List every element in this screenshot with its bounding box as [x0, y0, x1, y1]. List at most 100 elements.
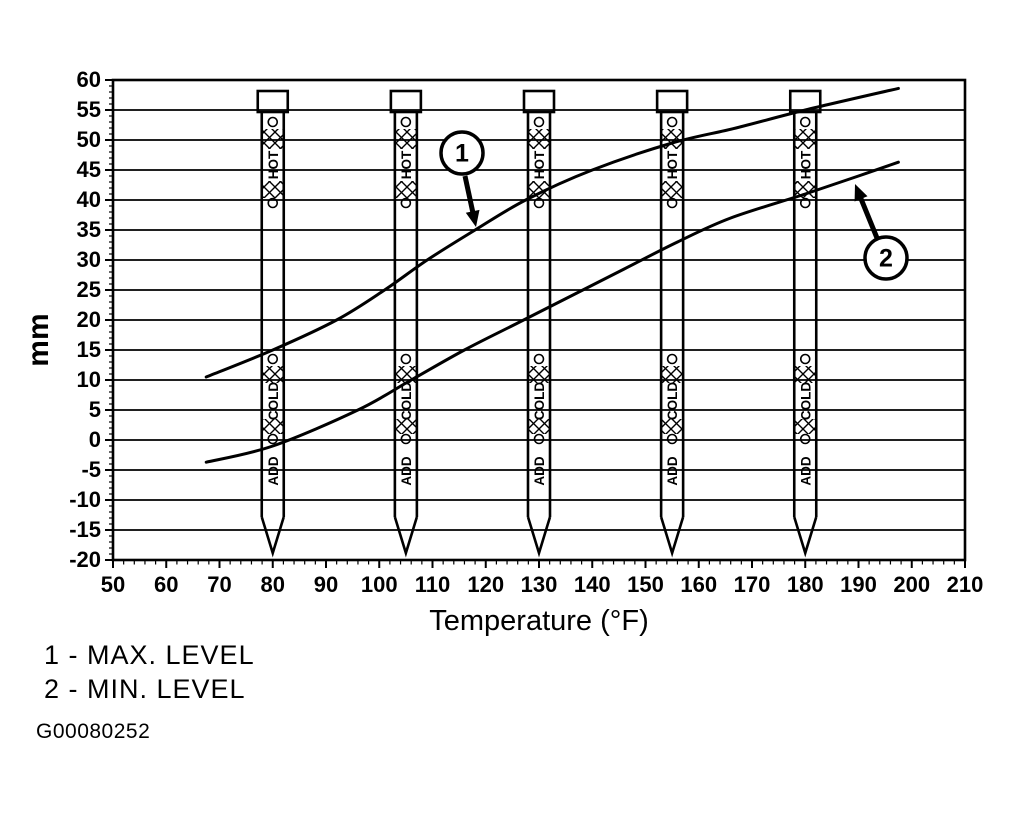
- x-tick-label: 100: [361, 572, 398, 597]
- add-label: ADD: [266, 456, 281, 485]
- y-tick-label: 45: [77, 157, 101, 182]
- y-tick-label: -15: [69, 517, 101, 542]
- x-tick-label: 110: [415, 572, 451, 597]
- crosshatch-band: [528, 366, 550, 383]
- dipstick-hole: [533, 353, 545, 365]
- callout-arrow-shaft: [462, 175, 476, 215]
- dipstick-cap: [655, 89, 689, 114]
- hot-label: HOT: [665, 150, 680, 179]
- dipstick-hole: [533, 116, 545, 128]
- x-tick-label: 50: [101, 572, 125, 597]
- dipstick-cap: [389, 89, 423, 114]
- figure-code: G00080252: [36, 720, 151, 743]
- callout-arrow-shaft: [857, 195, 880, 239]
- dipstick-hole: [400, 197, 412, 209]
- crosshatch-band: [528, 419, 550, 434]
- dipstick-hole: [666, 353, 678, 365]
- crosshatch-band: [661, 419, 684, 434]
- callout-circle: [439, 130, 485, 176]
- y-tick-label: 15: [77, 337, 101, 362]
- legend-min-level: 2 - MIN. LEVEL: [44, 674, 246, 704]
- dipstick-tip: [393, 516, 419, 558]
- callout-2: 2: [854, 184, 909, 281]
- crosshatch-band: [261, 129, 284, 149]
- callout-arrow-head: [854, 184, 868, 202]
- crosshatch-band: [394, 419, 417, 434]
- min-level-curve: [204, 160, 900, 464]
- crosshatch-band: [794, 366, 817, 383]
- crosshatch-band: [661, 181, 684, 198]
- dipstick-hole: [400, 353, 412, 365]
- dipstick: HOT COLD ADD: [389, 89, 423, 558]
- crosshatch-band: [528, 181, 550, 198]
- y-axis-title: mm: [22, 313, 55, 366]
- chart-plot-area: HOT COLD ADD HOT COLD ADD HOT COLD ADD HOT COLD ADD…: [69, 67, 983, 597]
- crosshatch-band: [394, 366, 417, 383]
- crosshatch-band: [661, 366, 684, 383]
- dipstick-hole: [533, 197, 545, 209]
- dipstick-hole: [666, 433, 678, 445]
- cold-label: COLD: [266, 382, 281, 420]
- x-tick-label: 60: [154, 572, 178, 597]
- dipstick-tip: [260, 516, 285, 558]
- callout-arrow-head: [465, 209, 480, 227]
- dipstick: HOT COLD ADD: [522, 89, 556, 558]
- dipstick-hole: [267, 353, 279, 365]
- x-tick-label: 190: [840, 572, 877, 597]
- cold-label: COLD: [798, 382, 813, 420]
- dipstick-hole: [267, 433, 279, 445]
- y-tick-label: 10: [77, 367, 101, 392]
- dipstick-hole: [666, 116, 678, 128]
- dipstick: HOT COLD ADD: [788, 89, 822, 558]
- x-tick-label: 130: [521, 572, 558, 597]
- add-label: ADD: [399, 456, 414, 485]
- dipsticks: HOT COLD ADD HOT COLD ADD HOT COLD ADD HOT COLD ADD…: [256, 89, 822, 558]
- add-label: ADD: [532, 456, 547, 485]
- x-tick-label: 70: [207, 572, 231, 597]
- callout-number: 2: [879, 245, 893, 273]
- dipstick-hole: [400, 116, 412, 128]
- callout-circle: [863, 235, 909, 281]
- add-label: ADD: [665, 456, 680, 485]
- callout-number: 1: [455, 140, 469, 168]
- x-tick-label: 120: [467, 572, 504, 597]
- dipstick-tip: [659, 516, 685, 558]
- x-tick-label: 160: [680, 572, 717, 597]
- y-tick-label: 5: [89, 397, 101, 422]
- hot-label: HOT: [532, 150, 547, 179]
- dipstick-hole: [799, 197, 811, 209]
- crosshatch-band: [794, 129, 817, 149]
- x-tick-label: 170: [734, 572, 771, 597]
- dipstick-hole: [799, 116, 811, 128]
- y-tick-label: 60: [77, 67, 101, 92]
- crosshatch-band: [528, 129, 550, 149]
- x-tick-label: 140: [574, 572, 611, 597]
- dipstick-hole: [267, 197, 279, 209]
- axis-ticks: [105, 79, 966, 568]
- dipstick-tip: [526, 516, 552, 558]
- y-tick-label: 55: [77, 97, 101, 122]
- hot-label: HOT: [266, 150, 281, 179]
- callout-1: 1: [439, 130, 485, 227]
- crosshatch-band: [794, 419, 817, 434]
- dipstick: HOT COLD ADD: [655, 89, 689, 558]
- y-tick-label: 50: [77, 127, 101, 152]
- x-axis-title: Temperature (°F): [429, 605, 648, 637]
- dipstick-hole: [666, 197, 678, 209]
- x-tick-label: 180: [787, 572, 824, 597]
- x-tick-label: 150: [627, 572, 664, 597]
- y-tick-label: -5: [81, 457, 101, 482]
- dipstick-cap: [788, 89, 822, 114]
- cold-label: COLD: [532, 382, 547, 420]
- y-tick-label: 20: [77, 307, 101, 332]
- y-tick-label: -20: [69, 547, 101, 572]
- dipstick-hole: [533, 433, 545, 445]
- crosshatch-band: [261, 181, 284, 198]
- y-tick-label: -10: [69, 487, 101, 512]
- dipstick: HOT COLD ADD: [256, 89, 290, 558]
- y-tick-label: 35: [77, 217, 101, 242]
- crosshatch-band: [261, 419, 284, 434]
